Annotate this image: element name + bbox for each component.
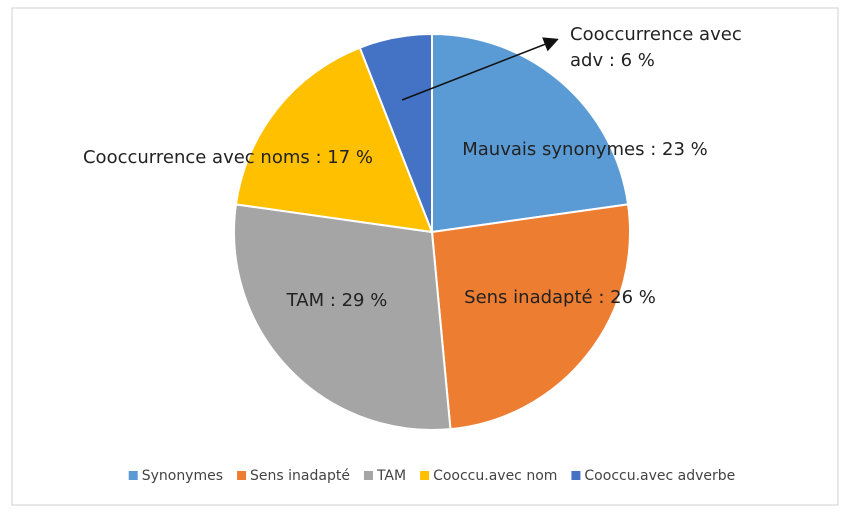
pie-slice bbox=[358, 32, 433, 233]
legend-label: Sens inadapté bbox=[250, 468, 350, 484]
legend-swatch bbox=[420, 471, 430, 480]
legend-label: Synonymes bbox=[142, 468, 223, 484]
pie-slice bbox=[233, 203, 452, 431]
legend-label: Cooccu.avec adverbe bbox=[584, 468, 735, 484]
legend-swatch bbox=[237, 471, 247, 480]
data-label: Mauvais synonymes : 23 % bbox=[462, 139, 708, 160]
legend-label: TAM bbox=[376, 468, 406, 484]
legend-swatch bbox=[363, 471, 373, 480]
legend-swatch bbox=[128, 471, 138, 480]
pie-slice bbox=[431, 32, 630, 234]
data-label: Cooccurrence avec adv : 6 % bbox=[570, 24, 742, 71]
data-label: Cooccurrence avec noms : 17 % bbox=[82, 147, 374, 168]
legend-swatch bbox=[571, 471, 581, 480]
data-label: TAM : 29 % bbox=[286, 290, 388, 311]
legend-label: Cooccu.avec nom bbox=[433, 468, 557, 484]
pie-slice bbox=[430, 203, 631, 431]
pie-slice bbox=[234, 46, 434, 234]
leader-arrow bbox=[401, 37, 559, 101]
data-label: Sens inadapté : 26 % bbox=[464, 287, 656, 308]
